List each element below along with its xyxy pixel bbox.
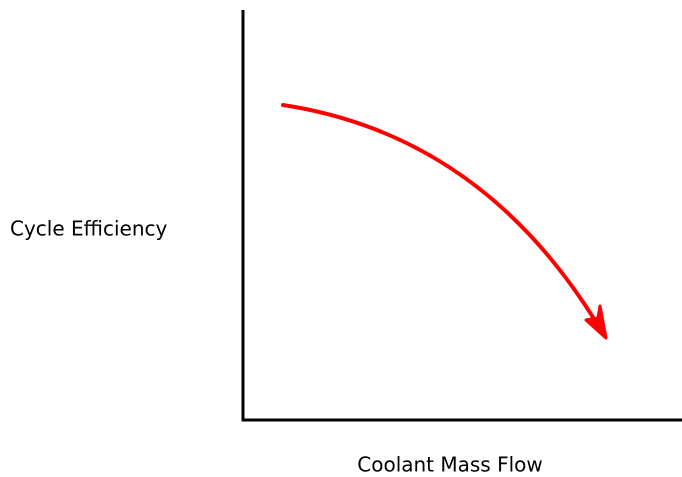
y-axis-label: Cycle Efficiency: [10, 217, 168, 241]
trend-arrow: [281, 103, 598, 324]
arrow-head: [584, 304, 608, 340]
x-axis-label: Coolant Mass Flow: [357, 453, 543, 477]
